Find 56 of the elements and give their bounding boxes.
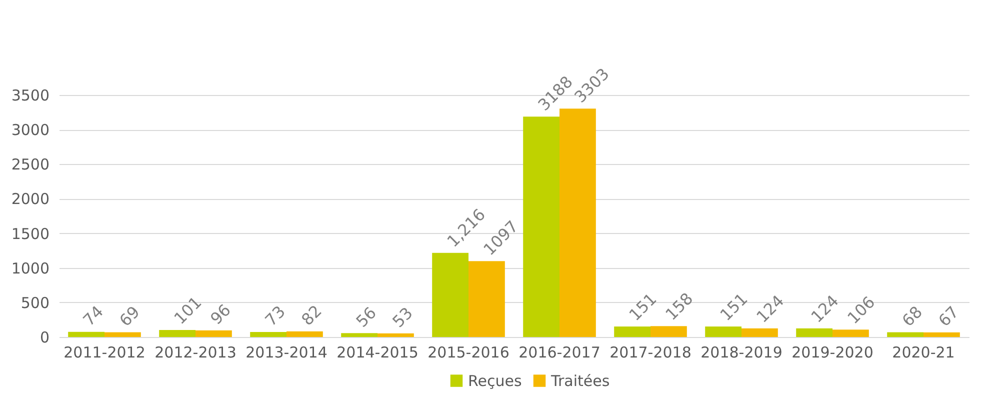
- x-tick-label: 2019-2020: [792, 344, 874, 362]
- data-label: 106: [844, 292, 879, 328]
- x-tick-label: 2018-2019: [700, 344, 782, 362]
- data-label: 73: [261, 302, 290, 330]
- bar: [286, 331, 323, 337]
- bar: [250, 332, 286, 337]
- bar: [68, 332, 104, 337]
- bar: [432, 252, 468, 337]
- bar: [924, 332, 960, 337]
- bar: [104, 332, 141, 337]
- bar: [523, 116, 560, 337]
- data-label: 53: [388, 303, 416, 332]
- y-tick-label: 1000: [11, 259, 50, 278]
- bar: [832, 330, 869, 337]
- data-label: 101: [170, 292, 206, 328]
- legend-label: Traitées: [550, 372, 610, 390]
- bar: [560, 108, 596, 337]
- y-tick-label: 1500: [11, 224, 50, 243]
- bar: [614, 326, 650, 337]
- legend-label: Reçues: [468, 372, 522, 390]
- y-tick-label: 3000: [11, 121, 50, 140]
- y-tick-label: 3500: [11, 86, 50, 104]
- bar: [341, 333, 378, 337]
- x-tick-label: 2015-2016: [428, 344, 510, 362]
- data-label: 69: [116, 302, 144, 330]
- y-tick-label: 2000: [11, 190, 50, 208]
- x-tick-label: 2012-2013: [154, 344, 236, 362]
- data-label: 124: [752, 291, 788, 326]
- bar: [159, 330, 196, 337]
- data-label: 151: [625, 289, 660, 324]
- data-label: 67: [934, 302, 962, 330]
- y-tick-label: 0: [40, 328, 50, 346]
- data-label: 68: [898, 302, 926, 330]
- bar: [887, 332, 924, 337]
- bar: [705, 326, 742, 337]
- x-tick-label: 2013-2014: [246, 344, 328, 362]
- data-label: 56: [352, 303, 380, 332]
- bar: [468, 261, 505, 337]
- data-label: 151: [716, 289, 752, 324]
- bar: [742, 328, 778, 337]
- data-label: 158: [662, 288, 697, 324]
- x-tick-label: 2016-2017: [518, 344, 600, 362]
- bar: [796, 328, 832, 337]
- x-tick-label: 2011-2012: [64, 344, 146, 362]
- data-label: 74: [79, 302, 108, 330]
- x-tick-label: 2020-21: [892, 344, 955, 362]
- x-tick-label: 2017-2018: [610, 344, 692, 362]
- data-label: 96: [206, 300, 234, 328]
- y-tick-label: 2500: [11, 156, 50, 174]
- data-label: 82: [298, 301, 326, 330]
- bar: [650, 326, 687, 337]
- y-tick-label: 500: [20, 294, 50, 312]
- data-label: 124: [807, 291, 842, 326]
- bar: [378, 333, 414, 337]
- bar: [196, 330, 232, 337]
- x-tick-label: 2014-2015: [336, 344, 418, 362]
